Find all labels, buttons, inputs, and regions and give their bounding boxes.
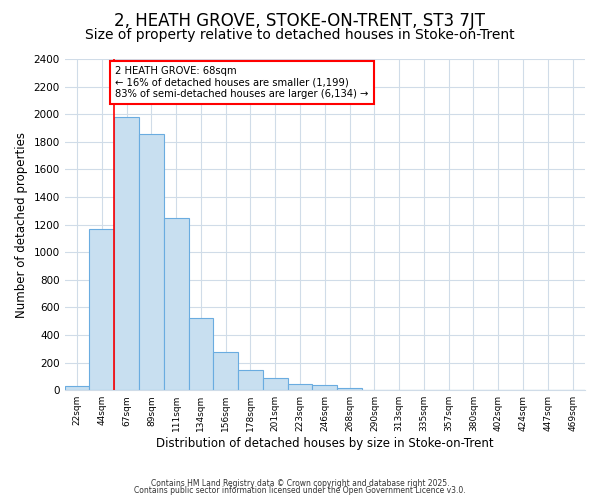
Bar [139, 134, 164, 390]
Bar [164, 218, 188, 390]
Bar [65, 386, 89, 390]
Text: Contains public sector information licensed under the Open Government Licence v3: Contains public sector information licen… [134, 486, 466, 495]
Bar [337, 388, 362, 390]
Text: 2 HEATH GROVE: 68sqm
← 16% of detached houses are smaller (1,199)
83% of semi-de: 2 HEATH GROVE: 68sqm ← 16% of detached h… [115, 66, 369, 99]
Bar [313, 386, 337, 390]
Bar [287, 384, 313, 390]
Text: 2, HEATH GROVE, STOKE-ON-TRENT, ST3 7JT: 2, HEATH GROVE, STOKE-ON-TRENT, ST3 7JT [115, 12, 485, 30]
Text: Size of property relative to detached houses in Stoke-on-Trent: Size of property relative to detached ho… [85, 28, 515, 42]
Bar [89, 228, 114, 390]
Bar [188, 318, 214, 390]
Bar [114, 117, 139, 390]
Y-axis label: Number of detached properties: Number of detached properties [15, 132, 28, 318]
Bar [214, 352, 238, 390]
Bar [238, 370, 263, 390]
X-axis label: Distribution of detached houses by size in Stoke-on-Trent: Distribution of detached houses by size … [156, 437, 494, 450]
Text: Contains HM Land Registry data © Crown copyright and database right 2025.: Contains HM Land Registry data © Crown c… [151, 478, 449, 488]
Bar [263, 378, 287, 390]
